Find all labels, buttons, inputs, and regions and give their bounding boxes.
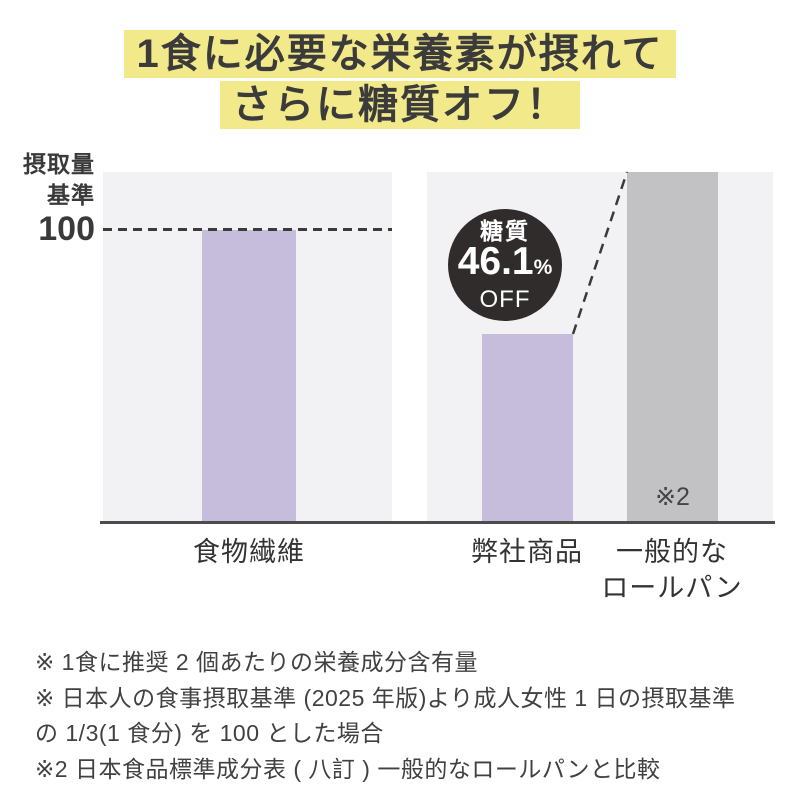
footnote-line-2: ※ 日本人の食事摂取基準 (2025 年版)より成人女性 1 日の摂取基準	[35, 684, 736, 711]
x-label-roll-bread-line2: ロールパン	[601, 573, 743, 603]
title-line-1: 1食に必要な栄養素が摂れて	[124, 30, 676, 78]
baseline-dashed-line	[103, 228, 392, 231]
badge-label: 糖質	[480, 218, 530, 244]
badge-off-label: OFF	[479, 286, 531, 313]
y-axis-label: 摂取量 基準 100	[0, 149, 95, 248]
y-axis-label-line1: 摂取量	[23, 151, 95, 177]
title-line-2: さらに糖質オフ！	[220, 81, 580, 129]
y-axis-label-line2: 基準	[47, 182, 95, 208]
x-label-roll-bread: 一般的な ロールパン	[582, 534, 762, 606]
x-label-roll-bread-line1: 一般的な	[616, 537, 728, 567]
badge-value-row: 46.1%	[458, 242, 553, 288]
x-label-our-product: 弊社商品	[471, 537, 583, 567]
sugar-off-badge: 糖質 46.1% OFF	[448, 209, 562, 321]
bar-roll-bread	[627, 172, 718, 523]
footnote-line-3: の 1/3(1 食分) を 100 とした場合	[35, 720, 384, 746]
x-label-dietary-fiber: 食物繊維	[193, 537, 305, 567]
footnotes: ※ 1食に推奨 2 個あたりの栄養成分含有量 ※ 日本人の食事摂取基準 (202…	[35, 645, 785, 787]
diagonal-dashed-connector	[571, 171, 629, 335]
badge-percent-sign: %	[533, 256, 553, 279]
bar-footnote-marker: ※2	[655, 483, 690, 511]
y-axis-baseline-value: 100	[38, 210, 95, 248]
title-line-2-wrap: さらに糖質オフ！	[0, 81, 800, 129]
bar-dietary-fiber	[202, 230, 296, 523]
title-block: 1食に必要な栄養素が摂れて さらに糖質オフ！	[0, 30, 800, 129]
badge-value: 46.1	[457, 240, 534, 283]
x-axis-line	[100, 521, 775, 524]
title-line-1-wrap: 1食に必要な栄養素が摂れて	[0, 30, 800, 78]
footnote-line-4: ※2 日本食品標準成分表 ( 八訂 ) 一般的なロールパンと比較	[35, 755, 661, 782]
footnote-line-1: ※ 1食に推奨 2 個あたりの栄養成分含有量	[35, 649, 479, 675]
bar-our-product	[482, 334, 573, 523]
